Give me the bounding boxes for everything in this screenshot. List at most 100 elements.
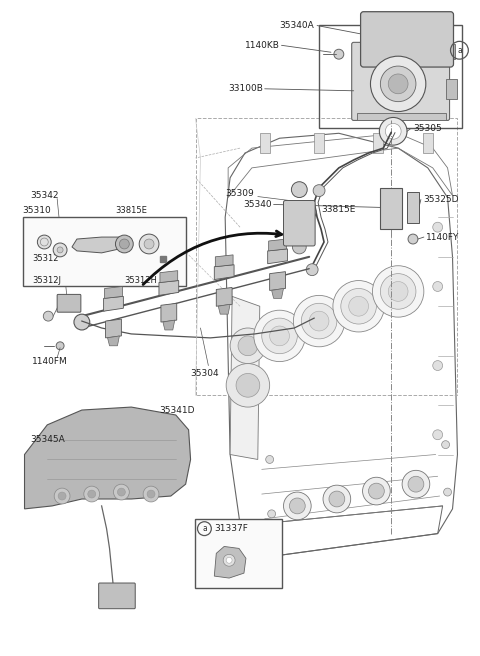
Bar — [373, 133, 384, 153]
Circle shape — [291, 182, 307, 197]
Circle shape — [292, 240, 306, 254]
Circle shape — [54, 488, 70, 504]
Circle shape — [236, 373, 260, 397]
Circle shape — [56, 342, 64, 350]
Circle shape — [306, 209, 312, 215]
FancyBboxPatch shape — [57, 295, 81, 312]
Circle shape — [306, 264, 318, 276]
Circle shape — [116, 235, 133, 253]
Text: 35342: 35342 — [30, 191, 59, 200]
Circle shape — [380, 274, 416, 309]
Circle shape — [230, 328, 266, 363]
Polygon shape — [163, 320, 175, 330]
Text: 1140FM: 1140FM — [33, 357, 68, 366]
Polygon shape — [216, 255, 233, 267]
Circle shape — [309, 311, 329, 331]
Polygon shape — [160, 271, 178, 283]
Bar — [380, 188, 402, 229]
Bar — [23, 217, 186, 287]
Circle shape — [262, 318, 297, 354]
Circle shape — [118, 488, 125, 496]
Circle shape — [84, 486, 100, 502]
Circle shape — [37, 235, 51, 249]
Polygon shape — [268, 249, 288, 264]
Bar — [194, 519, 281, 588]
Circle shape — [380, 66, 416, 102]
Text: 35310: 35310 — [23, 206, 51, 215]
Circle shape — [223, 554, 235, 566]
Circle shape — [341, 289, 376, 324]
Text: 35340: 35340 — [243, 200, 272, 209]
Polygon shape — [230, 297, 260, 459]
Circle shape — [53, 243, 67, 257]
Text: a: a — [202, 524, 207, 533]
Polygon shape — [159, 281, 179, 295]
Circle shape — [293, 295, 345, 347]
Circle shape — [226, 558, 232, 564]
Circle shape — [284, 492, 311, 520]
Circle shape — [113, 484, 129, 500]
Bar — [319, 24, 462, 129]
Circle shape — [74, 314, 90, 330]
Bar — [423, 133, 433, 153]
Polygon shape — [161, 303, 177, 322]
Polygon shape — [272, 289, 284, 298]
Polygon shape — [108, 336, 120, 346]
Text: 35309: 35309 — [225, 189, 254, 198]
Text: 33815E: 33815E — [115, 206, 147, 215]
Circle shape — [433, 281, 443, 291]
Text: 35345A: 35345A — [30, 435, 65, 444]
Circle shape — [362, 478, 390, 505]
Polygon shape — [270, 272, 286, 291]
Text: 35304: 35304 — [191, 369, 219, 378]
Circle shape — [433, 361, 443, 371]
Polygon shape — [214, 265, 234, 279]
Circle shape — [408, 234, 418, 244]
Circle shape — [139, 234, 159, 254]
Bar — [314, 133, 324, 153]
FancyBboxPatch shape — [284, 201, 315, 246]
Circle shape — [379, 117, 407, 145]
Text: a: a — [457, 46, 462, 54]
Circle shape — [120, 239, 129, 249]
Text: 33100B: 33100B — [228, 85, 263, 93]
Text: 35341D: 35341D — [159, 405, 194, 415]
Circle shape — [313, 185, 325, 197]
Circle shape — [301, 303, 337, 339]
Circle shape — [43, 311, 53, 321]
Circle shape — [147, 490, 155, 498]
Text: 1140FY: 1140FY — [426, 233, 459, 241]
Circle shape — [388, 281, 408, 301]
Circle shape — [372, 266, 424, 317]
Circle shape — [433, 222, 443, 232]
Circle shape — [333, 281, 384, 332]
Circle shape — [369, 483, 384, 499]
Circle shape — [238, 336, 258, 356]
Polygon shape — [72, 237, 123, 253]
Polygon shape — [218, 304, 230, 314]
Bar — [445, 79, 457, 98]
Bar — [129, 595, 134, 605]
Circle shape — [57, 247, 63, 253]
Bar — [106, 595, 110, 605]
Text: 35312: 35312 — [33, 255, 59, 263]
Circle shape — [408, 476, 424, 492]
Circle shape — [444, 488, 452, 496]
Polygon shape — [216, 287, 232, 306]
Bar — [260, 133, 270, 153]
Circle shape — [144, 239, 154, 249]
Circle shape — [442, 441, 450, 449]
Text: 35305: 35305 — [413, 124, 442, 133]
Circle shape — [143, 486, 159, 502]
Bar — [113, 595, 119, 605]
Bar — [121, 595, 126, 605]
Polygon shape — [24, 407, 191, 509]
Circle shape — [349, 297, 369, 316]
Circle shape — [334, 49, 344, 59]
Circle shape — [270, 326, 289, 346]
Circle shape — [371, 56, 426, 112]
Circle shape — [266, 455, 274, 463]
Circle shape — [302, 205, 316, 219]
Bar — [445, 45, 456, 59]
Polygon shape — [106, 319, 121, 338]
